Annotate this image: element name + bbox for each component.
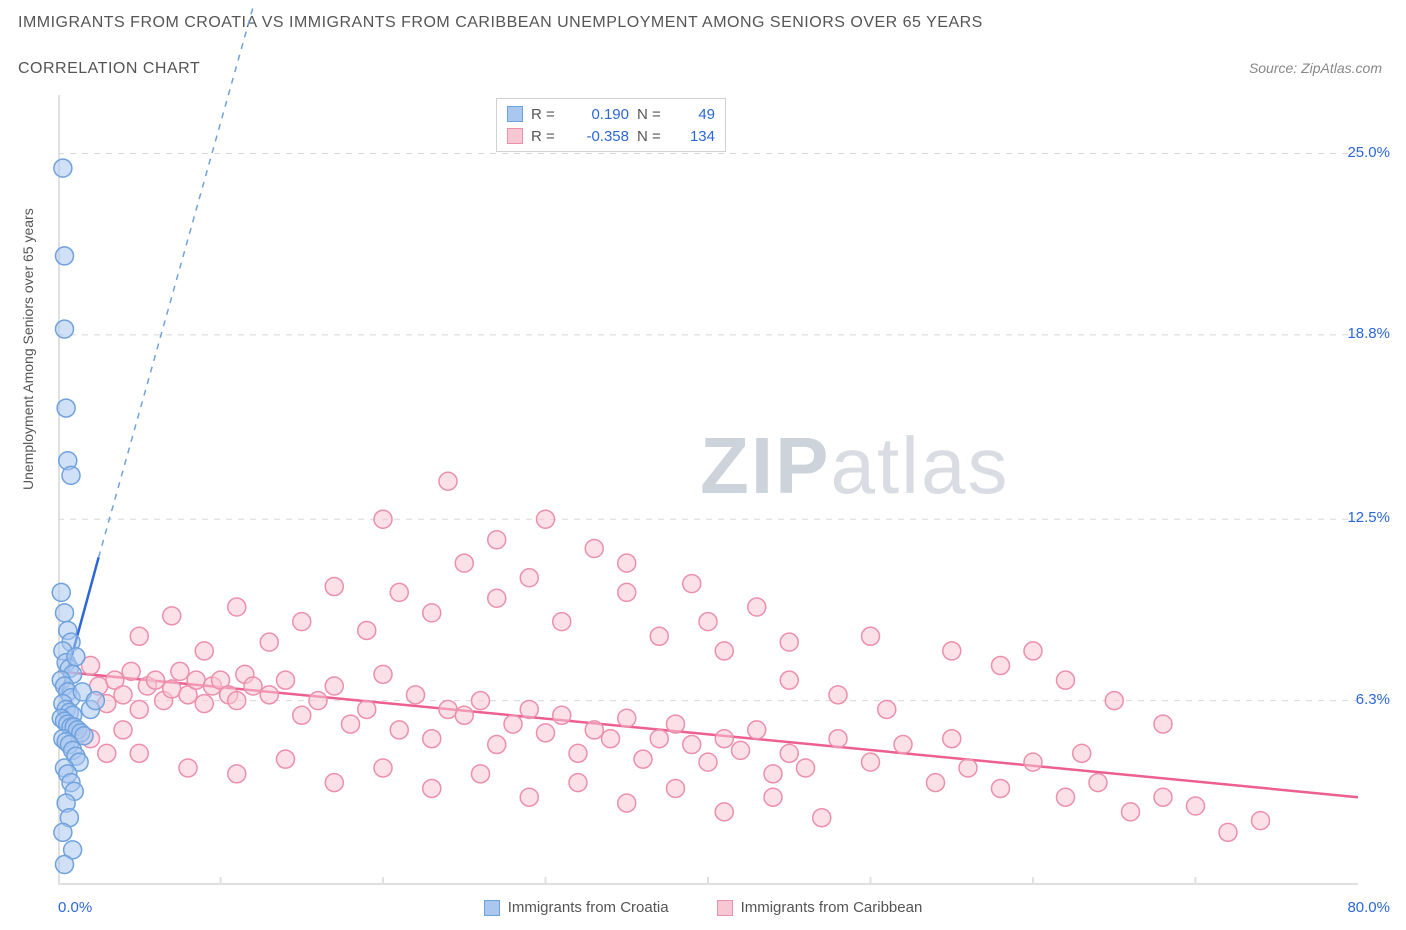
- legend-r-value-croatia: 0.190: [569, 106, 629, 123]
- source-label: Source: ZipAtlas.com: [1249, 60, 1382, 76]
- y-axis-label: Unemployment Among Seniors over 65 years: [20, 208, 36, 490]
- legend-r-label: R =: [531, 106, 561, 123]
- legend-square-croatia: [507, 106, 523, 122]
- correlation-legend-box: R = 0.190 N = 49 R = -0.358 N = 134: [496, 98, 726, 152]
- legend-square-icon: [717, 900, 733, 916]
- bottom-legend-label-caribbean: Immigrants from Caribbean: [741, 899, 923, 916]
- legend-r-value-caribbean: -0.358: [569, 128, 629, 145]
- legend-n-value-caribbean: 134: [675, 128, 715, 145]
- y-tick-label: 12.5%: [1347, 509, 1390, 526]
- bottom-legend-item-caribbean: Immigrants from Caribbean: [717, 899, 923, 916]
- legend-n-label: N =: [637, 128, 667, 145]
- bottom-legend-item-croatia: Immigrants from Croatia: [484, 899, 669, 916]
- y-tick-label: 18.8%: [1347, 325, 1390, 342]
- legend-r-label: R =: [531, 128, 561, 145]
- y-tick-label: 6.3%: [1356, 691, 1390, 708]
- legend-row-croatia: R = 0.190 N = 49: [507, 103, 715, 125]
- bottom-legend: Immigrants from Croatia Immigrants from …: [0, 899, 1406, 916]
- scatter-plot: [58, 95, 1358, 885]
- y-tick-label: 25.0%: [1347, 144, 1390, 161]
- legend-square-icon: [484, 900, 500, 916]
- page-title-line2: CORRELATION CHART: [18, 60, 200, 78]
- bottom-legend-label-croatia: Immigrants from Croatia: [508, 899, 669, 916]
- legend-n-label: N =: [637, 106, 667, 123]
- page-title-line1: IMMIGRANTS FROM CROATIA VS IMMIGRANTS FR…: [18, 14, 983, 32]
- legend-row-caribbean: R = -0.358 N = 134: [507, 125, 715, 147]
- legend-square-caribbean: [507, 128, 523, 144]
- legend-n-value-croatia: 49: [675, 106, 715, 123]
